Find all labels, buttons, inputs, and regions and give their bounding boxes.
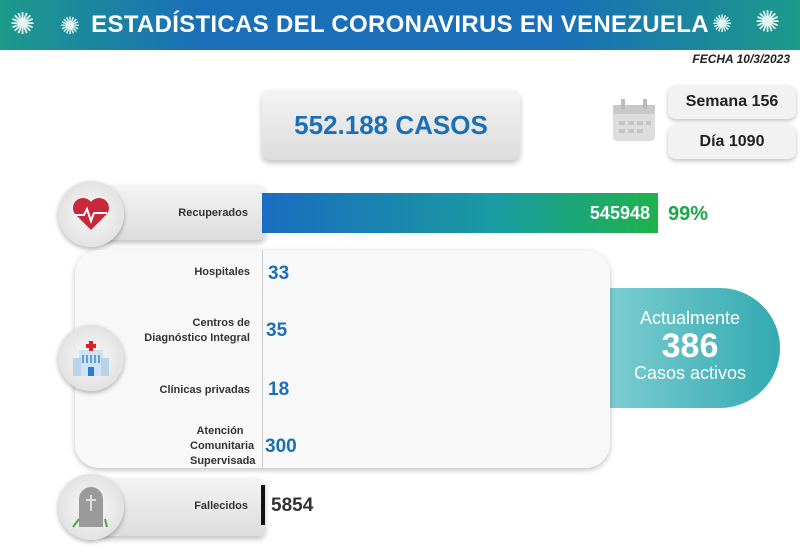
deceased-label: Fallecidos	[194, 500, 248, 512]
virus-icon: ✺	[60, 13, 81, 40]
page-title: ESTADÍSTICAS DEL CORONAVIRUS EN VENEZUEL…	[91, 11, 709, 38]
week-badge: Semana 156	[668, 85, 796, 119]
facility-label-clinicas: Clínicas privadas	[159, 384, 251, 396]
facility-value-cdi: 35	[266, 320, 288, 341]
recovered-value: 545948	[589, 203, 650, 223]
deceased-label-box	[100, 478, 265, 536]
virus-icon: ✺	[755, 6, 781, 39]
facility-label-hospitales: Hospitales	[194, 266, 250, 278]
active-value: 386	[661, 327, 719, 365]
virus-icon: ✺	[712, 11, 733, 38]
recovered-percent: 99%	[668, 203, 709, 225]
deceased-value: 5854	[271, 495, 314, 516]
facility-label-cdi: Centros de Diagnóstico Integral	[144, 317, 250, 344]
deceased-bar	[261, 485, 265, 525]
day-badge: Día 1090	[668, 125, 796, 159]
facility-value-hospitales: 33	[268, 263, 290, 284]
virus-icon: ✺	[10, 8, 36, 41]
recovered-bar	[262, 193, 658, 233]
heart-icon	[58, 181, 124, 247]
recovered-label: Recuperados	[178, 207, 248, 219]
divider	[262, 250, 263, 468]
calendar-icon	[610, 97, 658, 143]
tombstone-icon	[58, 474, 124, 540]
active-line2: Casos activos	[633, 363, 747, 383]
recovered-label-box	[100, 185, 265, 240]
active-cases-card: Actualmente 386 Casos activos	[600, 288, 780, 408]
facility-value-acs: 300	[265, 436, 297, 457]
active-line1: Actualmente	[639, 308, 741, 328]
facility-label-acs: Atención Comunitaria Supervisada	[190, 425, 256, 467]
header-banner	[0, 0, 800, 50]
total-cases: 552.188 CASOS	[262, 90, 520, 160]
facilities-panel	[75, 250, 610, 468]
facility-value-clinicas: 18	[268, 379, 290, 400]
hospital-icon	[58, 325, 124, 391]
date-label: FECHA 10/3/2023	[692, 52, 790, 66]
